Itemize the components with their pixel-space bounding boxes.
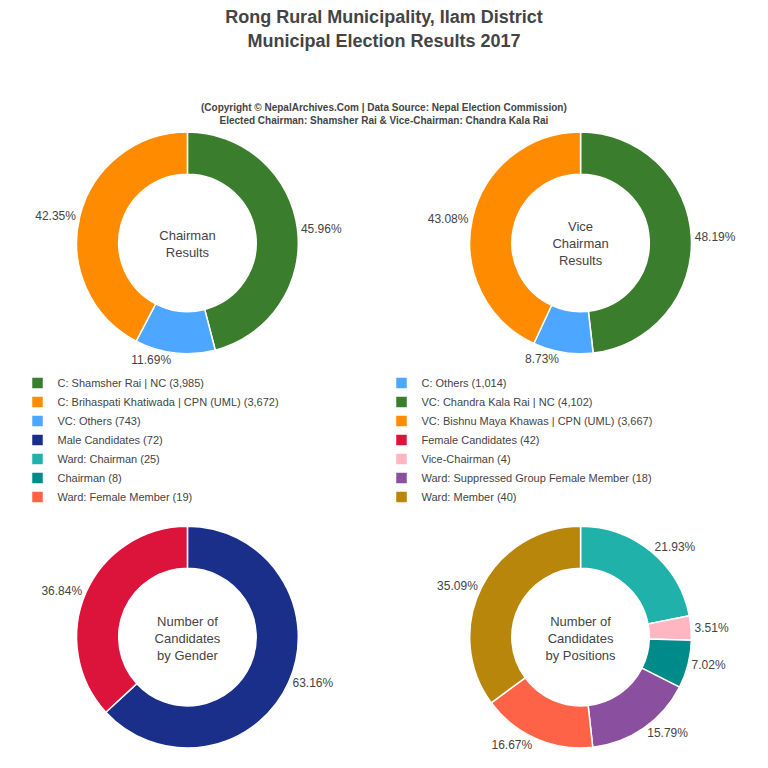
svg-text:VC: Bishnu Maya Khawas | CPN (: VC: Bishnu Maya Khawas | CPN (UML) (3,66… (422, 415, 653, 427)
svg-text:C: Brihaspati Khatiwada | CPN: C: Brihaspati Khatiwada | CPN (UML) (3,6… (58, 396, 279, 408)
svg-text:42.35%: 42.35% (35, 209, 76, 223)
svg-text:Ward: Chairman (25): Ward: Chairman (25) (58, 453, 160, 465)
svg-text:Ward: Member (40): Ward: Member (40) (422, 491, 517, 503)
svg-text:48.19%: 48.19% (695, 230, 736, 244)
svg-text:63.16%: 63.16% (292, 676, 333, 690)
svg-text:35.09%: 35.09% (437, 579, 478, 593)
svg-text:3.51%: 3.51% (695, 621, 729, 635)
svg-text:Male Candidates (72): Male Candidates (72) (58, 434, 163, 446)
svg-text:ChairmanResults: ChairmanResults (159, 228, 215, 260)
svg-text:Number ofCandidatesby Gender: Number ofCandidatesby Gender (155, 614, 221, 663)
svg-text:Ward: Female Member (19): Ward: Female Member (19) (58, 491, 193, 503)
svg-text:7.02%: 7.02% (692, 658, 726, 672)
svg-text:16.67%: 16.67% (491, 738, 532, 752)
svg-text:Number ofCandidatesby Position: Number ofCandidatesby Positions (546, 614, 617, 663)
svg-text:15.79%: 15.79% (647, 726, 688, 740)
svg-text:C: Others (1,014): C: Others (1,014) (422, 377, 507, 389)
svg-text:36.84%: 36.84% (41, 584, 82, 598)
svg-text:VC: Others (743): VC: Others (743) (58, 415, 141, 427)
svg-text:Ward: Suppressed Group Female: Ward: Suppressed Group Female Member (18… (422, 472, 652, 484)
svg-text:VC: Chandra Kala Rai | NC (4,1: VC: Chandra Kala Rai | NC (4,102) (422, 396, 593, 408)
svg-text:Female Candidates (42): Female Candidates (42) (422, 434, 540, 446)
svg-text:Vice-Chairman (4): Vice-Chairman (4) (422, 453, 511, 465)
svg-text:Chairman (8): Chairman (8) (58, 472, 122, 484)
svg-text:Rong Rural Municipality, Ilam: Rong Rural Municipality, Ilam DistrictMu… (225, 7, 543, 50)
svg-text:(Copyright © NepalArchives.Com: (Copyright © NepalArchives.Com | Data So… (201, 102, 567, 126)
svg-text:45.96%: 45.96% (301, 222, 342, 236)
svg-text:C: Shamsher Rai | NC (3,985): C: Shamsher Rai | NC (3,985) (58, 377, 205, 389)
svg-text:11.69%: 11.69% (131, 353, 171, 367)
svg-text:21.93%: 21.93% (655, 540, 696, 554)
svg-text:43.08%: 43.08% (428, 212, 469, 226)
svg-text:ViceChairmanResults: ViceChairmanResults (552, 219, 608, 268)
svg-text:8.73%: 8.73% (525, 352, 559, 366)
